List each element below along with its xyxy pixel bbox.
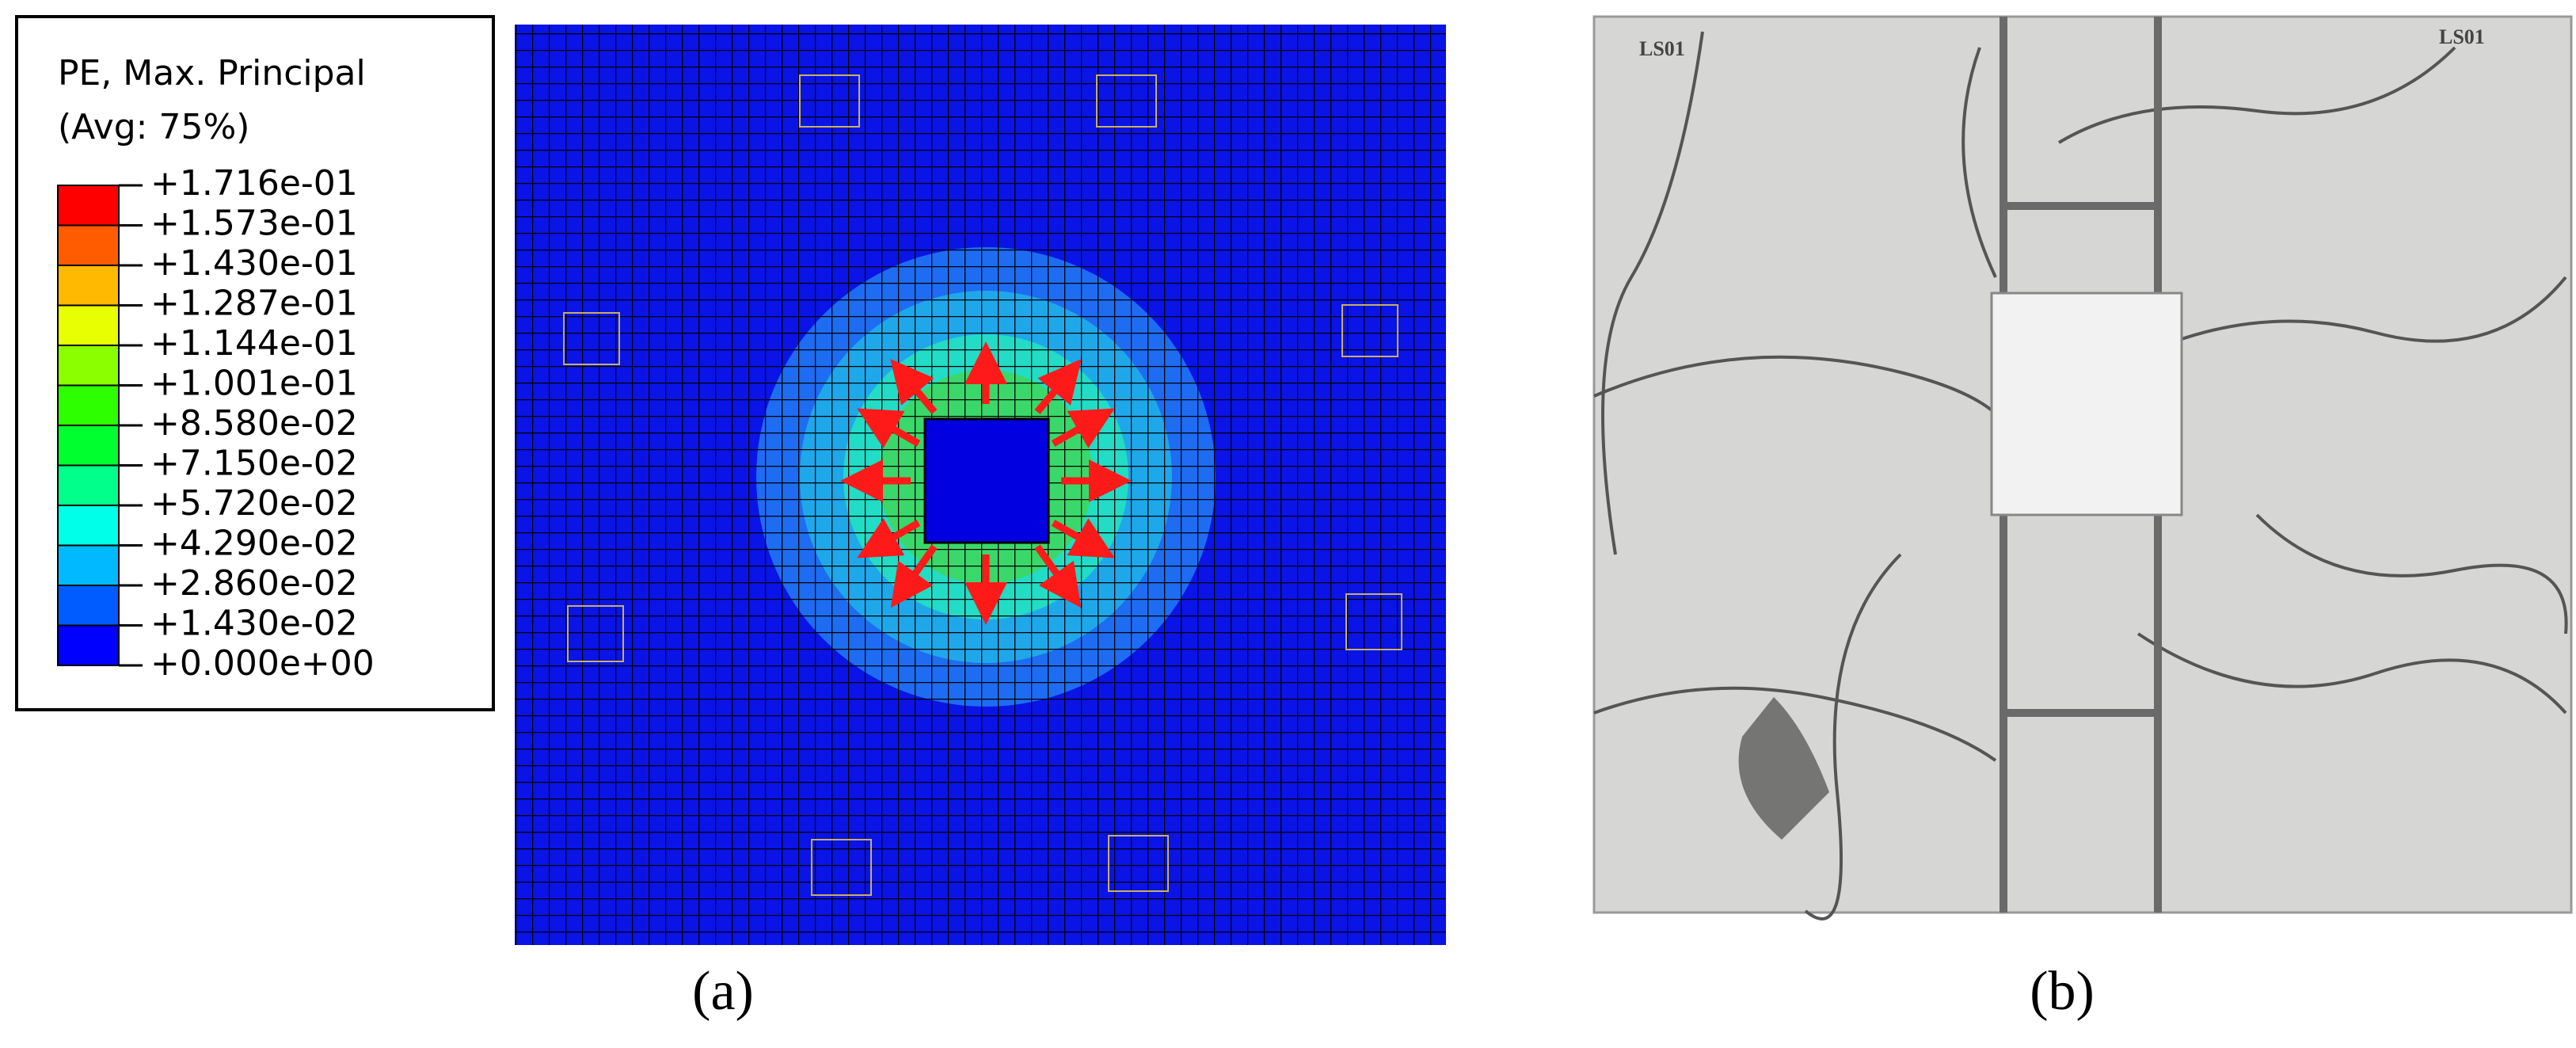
color-scale: +1.716e-01+1.573e-01+1.430e-01+1.287e-01… xyxy=(57,163,375,684)
color-band xyxy=(57,585,120,627)
color-band xyxy=(57,624,120,666)
photo-label: LS01 xyxy=(1639,37,1685,60)
legend-label: +0.000e+00 xyxy=(150,643,375,684)
color-band xyxy=(57,384,120,426)
fe-mesh xyxy=(515,25,1446,945)
color-band xyxy=(57,345,120,387)
legend-label: +5.720e-02 xyxy=(150,483,358,524)
color-band xyxy=(57,265,120,307)
legend-label: +8.580e-02 xyxy=(150,403,358,444)
legend-label: +1.287e-01 xyxy=(150,284,358,324)
legend-label: +1.573e-01 xyxy=(150,204,358,244)
legend-label: +1.430e-01 xyxy=(150,243,358,284)
caption: (b) xyxy=(2030,961,2095,1022)
color-band xyxy=(57,505,120,547)
caption: (a) xyxy=(692,961,754,1022)
legend-label: +4.290e-02 xyxy=(150,524,358,564)
legend-label: +2.860e-02 xyxy=(150,563,358,604)
photo-label: LS01 xyxy=(2439,25,2485,48)
legend-title: PE, Max. Principal xyxy=(58,53,366,93)
color-band xyxy=(57,464,120,506)
color-band xyxy=(57,304,120,346)
color-band xyxy=(57,425,120,467)
legend-subtitle: (Avg: 75%) xyxy=(58,107,249,147)
legend-label: +1.716e-01 xyxy=(150,163,358,204)
legend-label: +1.001e-01 xyxy=(150,364,358,404)
color-band xyxy=(57,185,120,227)
legend-label: +7.150e-02 xyxy=(150,444,358,484)
color-band xyxy=(57,544,120,586)
legend-label: +1.430e-02 xyxy=(150,604,358,644)
photo: LS01 LS01 xyxy=(1592,15,2573,920)
legend-label: +1.144e-01 xyxy=(150,323,358,364)
color-band xyxy=(57,224,120,266)
